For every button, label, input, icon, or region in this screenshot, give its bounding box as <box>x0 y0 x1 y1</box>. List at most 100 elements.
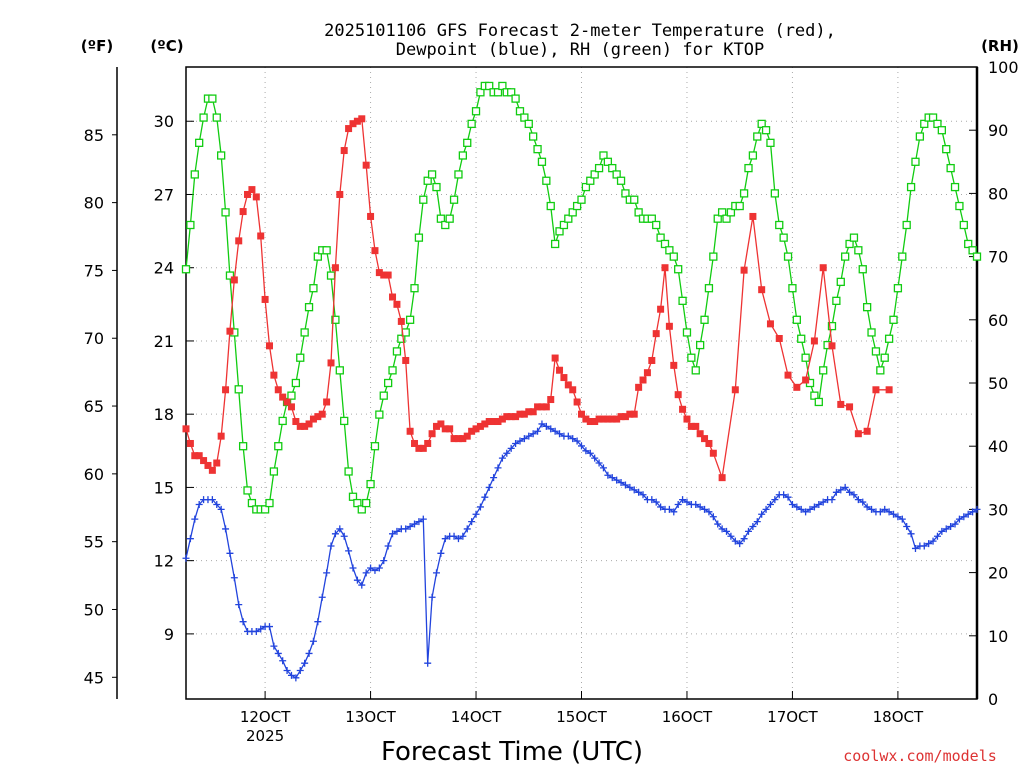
dewpoint-point <box>384 542 392 550</box>
rh-point <box>739 189 749 198</box>
dewpoint-point <box>485 483 493 491</box>
rh-point <box>269 467 279 476</box>
x-tick-label: 17OCT <box>767 708 818 726</box>
dewpoint-point <box>652 498 660 506</box>
temperature-point <box>336 190 344 198</box>
temperature-point <box>481 420 489 428</box>
rh-point <box>845 239 854 249</box>
dewpoint-point <box>182 554 190 562</box>
chart-title-line-1: 2025101106 GFS Forecast 2-meter Temperat… <box>324 21 836 41</box>
rh-point <box>788 284 797 293</box>
temperature-point <box>599 415 607 423</box>
dewpoint-point <box>459 532 467 540</box>
dewpoint-point <box>846 488 854 496</box>
rh-point <box>375 410 384 419</box>
temperature-point <box>516 410 524 418</box>
dewpoint-point <box>604 471 612 479</box>
rh-point <box>208 94 217 103</box>
dewpoint-point <box>907 530 915 538</box>
rh-point <box>362 498 371 508</box>
rh-point <box>212 113 221 122</box>
rh-point <box>915 132 925 141</box>
temperature-point <box>358 115 366 123</box>
dewpoint-point <box>217 505 225 513</box>
rh-tick-label: 30 <box>988 500 1008 519</box>
rh-point <box>348 492 358 501</box>
dewpoint-point <box>345 547 353 555</box>
fahrenheit-tick-label: 65 <box>84 397 104 416</box>
credit-text: coolwx.com/models <box>843 747 997 765</box>
rh-point <box>441 220 450 230</box>
dewpoint-point <box>441 535 449 543</box>
dewpoint-point <box>894 513 902 521</box>
dewpoint-point <box>621 481 629 489</box>
dewpoint-point <box>309 637 317 645</box>
rh-point <box>577 195 586 204</box>
rh-point <box>335 366 344 375</box>
rh-point <box>485 81 494 91</box>
rh-point <box>972 252 982 261</box>
rh-point <box>493 88 503 97</box>
rh-point <box>678 296 687 305</box>
temperature-point <box>208 466 216 474</box>
rh-point <box>344 467 353 476</box>
dewpoint-point <box>367 564 375 572</box>
chart-title-line-2: Dewpoint (blue), RH (green) for KTOP <box>396 40 764 60</box>
dewpoint-point <box>516 437 524 445</box>
rh-point <box>471 107 481 116</box>
dewpoint-point <box>331 530 339 538</box>
rh-point <box>933 119 942 129</box>
dewpoint-point <box>749 522 757 530</box>
rh-point <box>726 208 736 217</box>
dewpoint-point <box>208 496 216 504</box>
temperature-point <box>459 435 467 443</box>
dewpoint-point <box>507 444 515 452</box>
temperature-point <box>766 320 774 328</box>
dewpoint-point <box>529 430 537 438</box>
temperature-point <box>463 432 471 440</box>
dewpoint-point <box>731 537 739 545</box>
rh-point <box>546 201 555 211</box>
rh-tick-label: 20 <box>988 564 1008 583</box>
temperature-point <box>613 415 621 423</box>
rh-point <box>423 176 432 185</box>
rh-point <box>942 145 951 154</box>
rh-point <box>322 246 331 255</box>
dewpoint-point <box>942 525 950 533</box>
temperature-point <box>257 232 265 240</box>
dewpoint-point <box>534 427 542 435</box>
dewpoint-point <box>274 649 282 657</box>
temperature-point <box>828 342 836 350</box>
temperature-point <box>635 383 643 391</box>
dewpoint-point <box>806 505 814 513</box>
dewpoint-point <box>279 657 287 665</box>
dewpoint-point <box>292 674 300 682</box>
dewpoint-point <box>586 449 594 457</box>
temperature-point <box>331 264 339 272</box>
dewpoint-point <box>714 520 722 528</box>
temperature-point <box>424 439 432 447</box>
rh-point <box>836 277 845 287</box>
temperature-point <box>393 300 401 308</box>
dewpoint-point <box>771 496 779 504</box>
rh-point <box>854 246 863 255</box>
fahrenheit-unit-label: (ºF) <box>81 37 113 55</box>
dewpoint-point <box>925 540 933 548</box>
rh-point <box>955 201 964 211</box>
temperature-point <box>617 413 625 421</box>
rh-tick-label: 80 <box>988 184 1008 203</box>
rh-point <box>700 315 709 324</box>
dewpoint-point <box>617 479 625 487</box>
dewpoint-point <box>230 574 238 582</box>
temperature-point <box>701 435 709 443</box>
dewpoint-point <box>353 576 361 584</box>
dewpoint-point <box>494 464 502 472</box>
rh-point <box>260 505 270 514</box>
x-axis-title: Forecast Time (UTC) <box>381 737 643 767</box>
rh-point <box>542 176 551 185</box>
dewpoint-point <box>837 486 845 494</box>
dewpoint-point <box>859 498 867 506</box>
rh-series <box>181 81 982 514</box>
rh-point <box>304 303 314 312</box>
temperature-point <box>323 398 331 406</box>
